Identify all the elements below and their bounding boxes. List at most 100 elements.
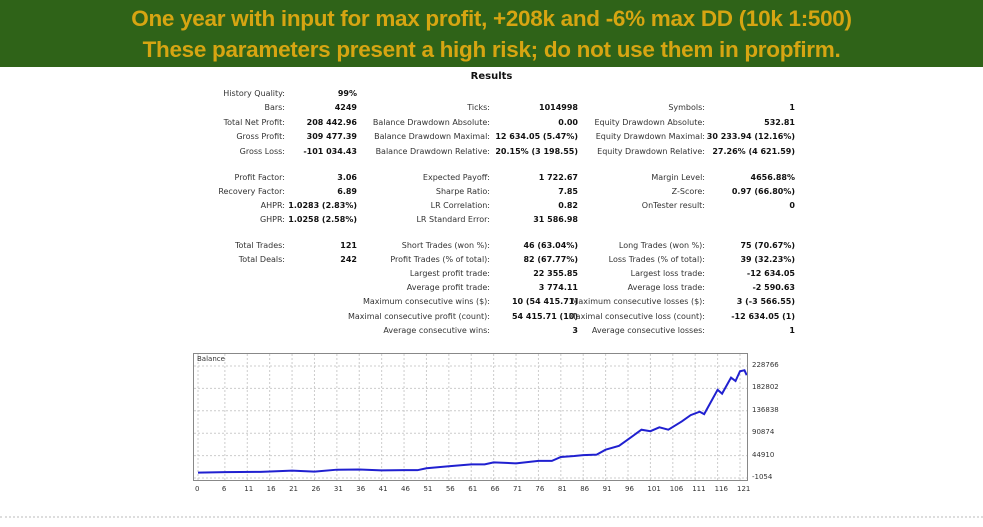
stat-label: Equity Drawdown Absolute: [594,118,705,127]
x-tick-label: 71 [513,485,522,493]
stat-value: 31 586.98 [533,215,578,224]
x-tick-label: 46 [401,485,410,493]
stat-label: Average profit trade: [406,283,490,292]
stat-value: 30 233.94 (12.16%) [706,132,795,141]
stat-value: 39 (32.23%) [740,255,795,264]
x-tick-label: 111 [692,485,706,493]
divider [0,516,983,518]
stat-label: Loss Trades (% of total): [608,255,705,264]
stat-label: Maximum consecutive losses ($): [571,297,705,306]
stat-label: Largest profit trade: [409,269,490,278]
stat-value: 0.97 (66.80%) [731,187,795,196]
x-tick-label: 101 [647,485,661,493]
balance-line [197,369,748,474]
stat-value: 27.26% (4 621.59) [712,147,795,156]
stat-label: Equity Drawdown Maximal: [595,132,705,141]
y-tick-label: 182802 [752,383,779,392]
stat-label: Sharpe Ratio: [435,187,490,196]
x-tick-label: 11 [244,485,254,493]
stat-label: Maximal consecutive loss (count): [568,312,705,321]
stat-value: -101 034.43 [303,147,357,156]
chart-title: Balance [197,355,225,363]
stat-value: 46 (63.04%) [523,241,578,250]
stat-label: Bars: [264,103,285,112]
stat-value: -12 634.05 [746,269,795,278]
stat-value: 99% [337,89,357,98]
stat-value: 75 (70.67%) [740,241,795,250]
stat-value: 3 (-3 566.55) [736,297,795,306]
stat-label: Symbols: [668,103,705,112]
stat-value: 121 [340,241,357,250]
stat-value: 1 [789,103,795,112]
y-tick-label: 136838 [752,405,779,414]
stat-label: Average consecutive wins: [383,326,490,335]
x-tick-label: 61 [468,485,478,493]
x-tick-label: 106 [669,485,684,493]
stat-value: 0.82 [558,201,578,210]
stat-value: -12 634.05 (1) [731,312,795,321]
stat-label: Average loss trade: [627,283,705,292]
x-tick-label: 51 [423,485,433,493]
stat-value: 532.81 [764,118,795,127]
stat-label: Maximal consecutive profit (count): [347,312,490,321]
stat-label: Largest loss trade: [630,269,705,278]
stat-value: 82 (67.77%) [523,255,578,264]
stat-value: 1.0258 (2.58%) [288,215,357,224]
stat-label: Z-Score: [671,187,705,196]
y-tick-label: -1054 [752,473,773,481]
stat-label: Ticks: [467,103,490,112]
stat-label: Equity Drawdown Relative: [597,147,705,156]
x-tick-label: 121 [737,485,751,493]
x-tick-label: 96 [625,485,634,493]
stat-label: Total Net Profit: [223,118,285,127]
stat-value: 1 [789,326,795,335]
x-tick-label: 26 [311,485,321,493]
stat-label: Profit Trades (% of total): [390,255,490,264]
stat-label: History Quality: [223,89,285,98]
x-tick-label: 41 [378,485,388,493]
stat-label: Expected Payoff: [422,173,490,182]
x-tick-label: 21 [289,485,298,493]
y-tick-label: 228766 [752,361,779,369]
stat-value: 3.06 [337,173,357,182]
stat-value: 1014998 [539,103,578,112]
stat-value: -2 590.63 [752,283,795,292]
stat-label: LR Correlation: [430,201,490,210]
stat-value: 242 [340,255,357,264]
banner-line-1: One year with input for max profit, +208… [131,6,852,31]
stat-value: 6.89 [337,187,357,196]
stat-label: Profit Factor: [234,173,285,182]
stat-value: 208 442.96 [306,118,357,127]
stat-value: 3 774.11 [538,283,578,292]
stat-value: 1 722.67 [538,173,578,182]
stat-value: 12 634.05 (5.47%) [495,132,578,141]
x-tick-label: 81 [557,485,567,493]
stat-value: 4656.88% [750,173,795,182]
stat-label: Short Trades (won %): [401,241,490,250]
stat-label: GHPR: [259,215,285,224]
x-tick-label: 6 [221,485,227,493]
stat-value: 22 355.85 [533,269,578,278]
x-tick-label: 91 [602,485,612,493]
stat-label: Balance Drawdown Absolute: [372,118,490,127]
stat-value: 54 415.71 (10) [511,312,578,321]
banner-line-2: These parameters present a high risk; do… [142,37,841,62]
x-tick-label: 0 [195,485,200,493]
stat-label: Margin Level: [651,173,705,182]
stat-label: Recovery Factor: [218,187,285,196]
x-tick-label: 16 [266,485,276,493]
results-title: Results [470,71,513,82]
x-tick-label: 31 [333,485,343,493]
stat-label: Maximum consecutive wins ($): [362,297,490,306]
stat-value: 20.15% (3 198.55) [495,147,578,156]
stat-label: OnTester result: [641,201,705,210]
x-tick-label: 116 [714,485,728,493]
stat-label: Gross Profit: [236,132,285,141]
stat-label: Balance Drawdown Relative: [375,147,490,156]
stat-label: LR Standard Error: [416,215,490,224]
balance-chart-svg [194,354,748,480]
x-tick-label: 86 [580,485,590,493]
stat-value: 309 477.39 [306,132,357,141]
stat-label: Total Trades: [235,241,285,250]
stat-value: 0 [789,201,795,210]
